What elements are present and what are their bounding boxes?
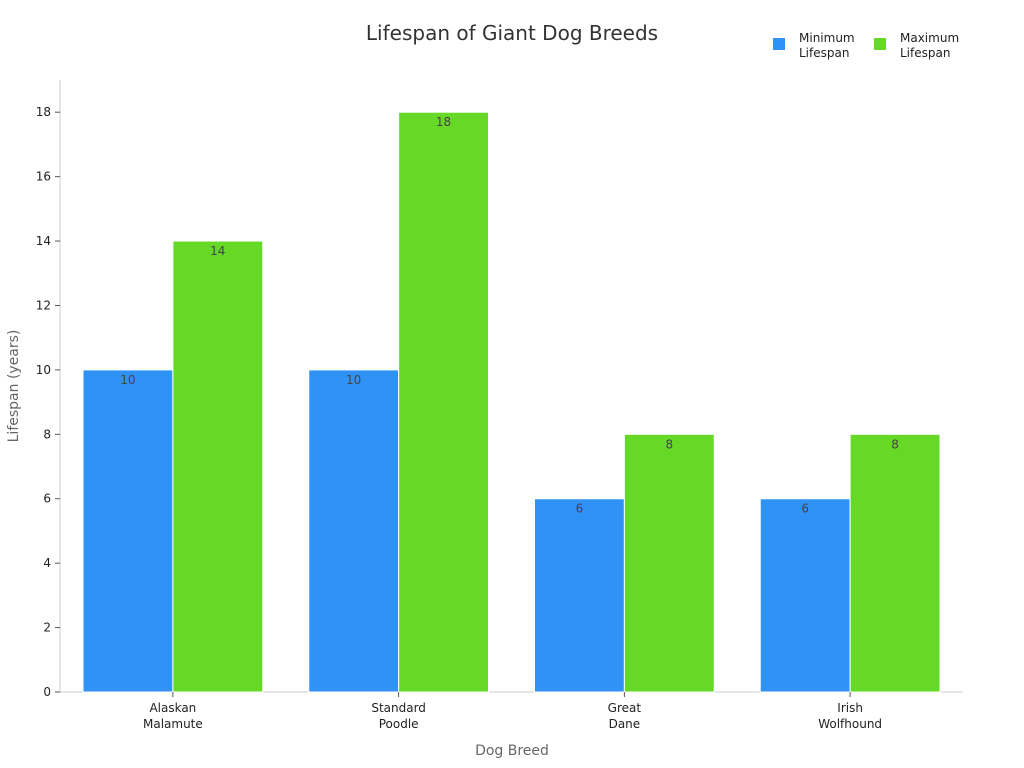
bar-minimum-0: [82, 369, 174, 693]
legend-swatch: [874, 38, 886, 50]
legend-label: Maximum Lifespan: [900, 31, 959, 60]
x-tick-label: Alaskan Malamute: [143, 701, 203, 731]
bar-minimum-2: [534, 498, 625, 693]
bar-minimum-1: [308, 369, 400, 693]
legend: Minimum Lifespan Maximum Lifespan: [773, 31, 959, 60]
y-tick-label: 6: [43, 492, 51, 506]
x-tick-label: Irish Wolfhound: [818, 701, 882, 731]
legend-swatch: [773, 38, 785, 50]
data-label: 14: [210, 244, 225, 258]
legend-label: Minimum Lifespan: [799, 31, 855, 60]
y-tick-label: 16: [36, 170, 51, 184]
data-label: 8: [891, 437, 899, 451]
data-label: 10: [346, 373, 361, 387]
y-tick-label: 12: [36, 298, 51, 312]
bar-maximum-3: [849, 433, 941, 693]
bar-maximum-1: [398, 111, 489, 693]
bar-minimum-3: [759, 498, 851, 693]
bar-maximum-2: [623, 433, 715, 693]
x-axis-ticks: Alaskan Malamute Standard Poodle Great Dane Ir…: [143, 692, 882, 731]
y-axis-title: Lifespan (years): [6, 330, 22, 443]
y-axis-ticks: 0 2 4 6 8 10 12 14 16 18: [36, 105, 60, 699]
chart-title: Lifespan of Giant Dog Breeds: [366, 21, 658, 45]
y-tick-label: 2: [43, 621, 51, 635]
y-tick-label: 8: [43, 427, 51, 441]
data-label: 10: [120, 373, 135, 387]
bars: [82, 111, 941, 693]
y-tick-label: 14: [36, 234, 51, 248]
data-label: 8: [665, 437, 673, 451]
data-label: 6: [801, 502, 809, 516]
data-labels: 10 14 10 18 6 8 6 8: [120, 115, 899, 516]
y-tick-label: 4: [43, 556, 51, 570]
x-axis-title: Dog Breed: [475, 743, 549, 759]
bar-maximum-0: [172, 240, 264, 693]
data-label: 18: [436, 115, 451, 129]
x-tick-label: Great Dane: [608, 701, 642, 731]
y-tick-label: 10: [36, 363, 51, 377]
y-tick-label: 18: [36, 105, 51, 119]
data-label: 6: [576, 502, 584, 516]
y-tick-label: 0: [43, 685, 51, 699]
x-tick-label: Standard Poodle: [371, 701, 426, 731]
